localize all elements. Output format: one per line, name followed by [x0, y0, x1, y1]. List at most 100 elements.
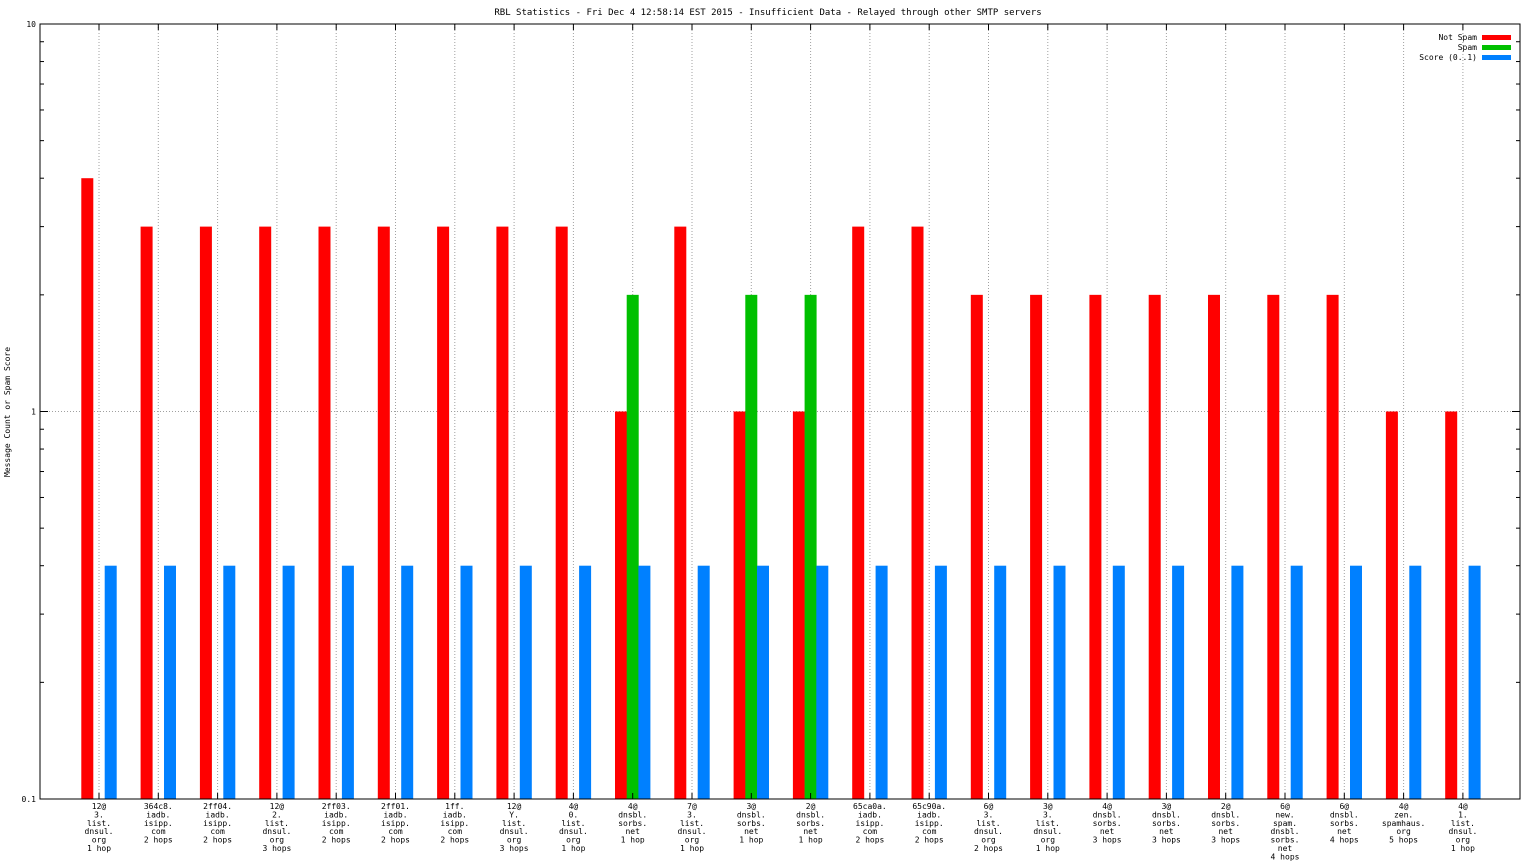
x-tick-label-line: dnsbl. [618, 810, 647, 819]
x-tick-label: 2ff01. iadb. isipp. com 2 hops [381, 802, 410, 845]
x-tick-label-line: dnsul. [1448, 827, 1477, 836]
x-tick-label: 12@ 3. list. dnsul. org 1 hop [85, 802, 114, 853]
x-tick-label-line: list. [1036, 819, 1060, 828]
bar-score-0-1 [875, 565, 888, 799]
x-tick-label-line: 2ff01. [381, 802, 410, 811]
x-tick-label-line: com [151, 827, 166, 836]
x-tick-label-line: 4@ [569, 802, 579, 811]
x-tick-label-line: iadb. [383, 810, 407, 819]
x-tick-label-line: 3. [984, 810, 994, 819]
bar-spam [745, 294, 758, 799]
x-tick-label-line: Y. [509, 810, 519, 819]
x-tick-label-line: 2ff03. [322, 802, 351, 811]
legend-label: Spam [1458, 43, 1477, 52]
x-tick-label-line: net [1337, 827, 1352, 836]
bar-not-spam [199, 226, 212, 800]
bar-spam [626, 294, 639, 799]
x-tick-label-line: 4@ [1399, 802, 1409, 811]
x-axis-tick-labels: 12@ 3. list. dnsul. org 1 hop 364c8. iadb. isipp… [85, 802, 1478, 861]
x-tick-label-line: 1 hop [799, 836, 823, 845]
x-tick-label-line: isipp. [322, 819, 351, 828]
x-tick-label: 65ca0a. iadb. isipp. com 2 hops [853, 802, 887, 845]
x-tick-label-line: sorbs. [1271, 836, 1300, 845]
y-tick-label: 0.1 [22, 795, 37, 804]
x-tick-label-line: iadb. [324, 810, 348, 819]
x-tick-label-line: dnsbl. [1093, 810, 1122, 819]
x-tick-label-line: 3@ [1162, 802, 1172, 811]
bar-score-0-1 [934, 565, 947, 799]
x-tick-label-line: com [922, 827, 937, 836]
legend-swatch [1482, 45, 1511, 50]
x-tick-label: 364c8. iadb. isipp. com 2 hops [144, 802, 173, 845]
x-tick-label-line: 4@ [1102, 802, 1112, 811]
x-tick-label-line: net [1159, 827, 1174, 836]
x-tick-label-line: 2 hops [440, 836, 469, 845]
x-tick-label-line: list. [561, 819, 585, 828]
x-tick-label-line: 3@ [1043, 802, 1053, 811]
x-tick-label-line: 4@ [1458, 802, 1468, 811]
x-tick-label: 1ff. iadb. isipp. com 2 hops [440, 802, 469, 845]
x-tick-label-line: 3. [687, 810, 697, 819]
bar-score-0-1 [994, 565, 1007, 799]
x-tick-label-line: 3 hops [1152, 836, 1181, 845]
x-tick-label-line: 65c90a. [912, 802, 946, 811]
bar-not-spam [1267, 294, 1280, 799]
x-tick-label: 2@ dnsbl. sorbs. net 3 hops [1211, 802, 1240, 845]
x-tick-label: 2@ dnsbl. sorbs. net 1 hop [796, 802, 825, 845]
x-tick-label-line: sorbs. [1093, 819, 1122, 828]
x-tick-label-line: dnsul. [85, 827, 114, 836]
bar-score-0-1 [816, 565, 829, 799]
bar-score-0-1 [579, 565, 592, 799]
bar-not-spam [1030, 294, 1043, 799]
x-tick-label-line: list. [87, 819, 111, 828]
x-tick-label-line: isipp. [915, 819, 944, 828]
x-tick-label-line: isipp. [203, 819, 232, 828]
x-tick-label-line: list. [1451, 819, 1475, 828]
bar-not-spam [318, 226, 331, 800]
x-tick-label-line: org [507, 836, 522, 845]
bar-spam [804, 294, 817, 799]
legend-swatch [1482, 35, 1511, 40]
x-tick-label-line: 2 hops [144, 836, 173, 845]
bar-score-0-1 [1172, 565, 1185, 799]
bar-not-spam [852, 226, 865, 800]
bar-score-0-1 [104, 565, 117, 799]
bar-not-spam [970, 294, 983, 799]
bar-not-spam [1148, 294, 1161, 799]
bar-not-spam [733, 411, 746, 799]
x-tick-label-line: 6@ [984, 802, 994, 811]
bar-score-0-1 [223, 565, 236, 799]
x-tick-label-line: net [1218, 827, 1233, 836]
x-tick-label-line: dnsbl. [1211, 810, 1240, 819]
bar-not-spam [1326, 294, 1339, 799]
x-tick-label-line: com [448, 827, 463, 836]
x-tick-label: 3@ 3. list. dnsul. org 1 hop [1033, 802, 1062, 853]
x-tick-label-line: net [625, 827, 640, 836]
x-tick-label-line: 2@ [806, 802, 816, 811]
x-tick-label-line: 1 hop [680, 844, 704, 853]
bar-not-spam [377, 226, 390, 800]
x-tick-label-line: 3 hops [262, 844, 291, 853]
x-tick-label: 6@ new. spam. dnsbl. sorbs. net 4 hops [1271, 802, 1300, 861]
bar-score-0-1 [164, 565, 176, 799]
bar-score-0-1 [401, 565, 414, 799]
bar-not-spam [496, 226, 509, 800]
bar-score-0-1 [282, 565, 295, 799]
x-tick-label-line: dnsul. [974, 827, 1003, 836]
x-tick-label-line: 5 hops [1389, 836, 1418, 845]
x-tick-label-line: 1 hop [1451, 844, 1475, 853]
x-tick-label-line: 1 hop [739, 836, 763, 845]
bar-not-spam [911, 226, 924, 800]
x-tick-label-line: 2 hops [855, 836, 884, 845]
x-tick-label-line: dnsbl. [1271, 827, 1300, 836]
x-tick-label-line: 3. [1043, 810, 1053, 819]
x-tick-label-line: isipp. [855, 819, 884, 828]
x-tick-label: 6@ dnsbl. sorbs. net 4 hops [1330, 802, 1359, 845]
x-tick-label-line: dnsbl. [1330, 810, 1359, 819]
x-tick-label-line: spam. [1273, 819, 1297, 828]
y-tick-label: 1 [31, 408, 36, 417]
x-tick-label-line: 6@ [1339, 802, 1349, 811]
x-tick-label-line: org [1396, 827, 1411, 836]
x-tick-label-line: 3 hops [1211, 836, 1240, 845]
bar-score-0-1 [1290, 565, 1303, 799]
